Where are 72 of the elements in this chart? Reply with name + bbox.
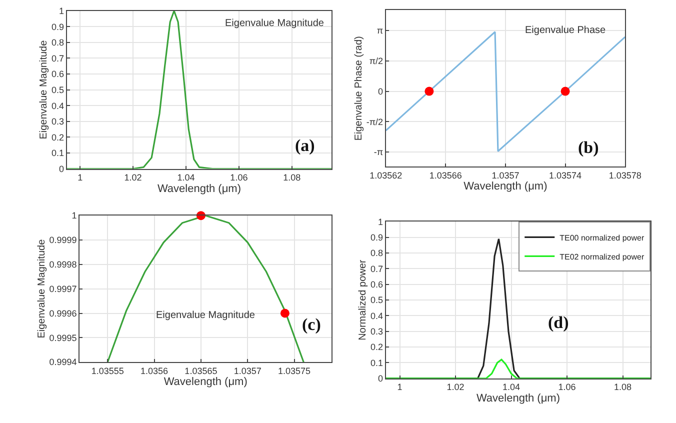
y-tick-label: -π/2	[366, 116, 384, 127]
legend-label: TE02 normalized power	[560, 252, 644, 262]
x-tick-label: 1.03575	[278, 366, 311, 376]
y-tick-label: 1	[59, 6, 64, 16]
y-tick-label: 0.3	[370, 326, 384, 337]
y-tick-label: 0.8	[52, 38, 64, 48]
x-axis-title: Wavelength (μm)	[464, 180, 548, 193]
text: Eigenvalue Phase	[525, 25, 606, 36]
x-axis-title: Wavelength (μm)	[476, 392, 560, 404]
legend-label: TE00 normalized power	[560, 233, 644, 242]
x-tick-label: 1.03565	[184, 366, 218, 376]
x-tick-label: 1.0357	[234, 366, 262, 376]
y-tick-label: 0.9	[370, 232, 384, 242]
x-tick-label: 1.04	[177, 172, 195, 183]
text: Eigenvalue Magnitude	[225, 18, 324, 29]
y-tick-label: 0.8	[370, 248, 384, 258]
x-tick-label: 1.02	[446, 382, 464, 392]
x-tick-label: 1.06	[558, 382, 576, 392]
x-tick-label: 1.04	[502, 382, 520, 392]
x-tick-label: 1.03578	[608, 170, 642, 181]
y-tick-label: 0.4	[370, 310, 384, 321]
y-tick-label: 0.1	[370, 358, 384, 368]
y-axis-title: Eigenvalue Magnitude	[36, 238, 48, 338]
y-tick-label: 1	[378, 216, 384, 227]
y-axis-title: Eigenvalue Magnitude	[38, 40, 50, 140]
x-tick-label: 1.02	[124, 172, 142, 183]
y-tick-label: 0.7	[370, 264, 384, 274]
y-tick-label: 0	[378, 374, 384, 384]
x-tick-label: 1.03574	[549, 170, 582, 181]
line-series	[386, 358, 651, 378]
x-axis-title: Wavelength (μm)	[157, 182, 242, 195]
y-tick-label: π/2	[369, 56, 384, 66]
y-tick-label: 0.9996	[49, 308, 77, 318]
y-tick-label: 0	[59, 164, 64, 174]
y-tick-label: 0.6	[52, 69, 64, 80]
x-tick-label: 1.0356	[140, 366, 168, 376]
y-tick-label: 0.9997	[49, 284, 77, 294]
y-tick-label: 0.3	[52, 116, 64, 127]
y-tick-label: π	[376, 26, 384, 36]
x-tick-label: 1.03562	[370, 170, 402, 181]
x-tick-label: 1.06	[230, 172, 248, 183]
x-tick-label: 1.03555	[91, 366, 124, 376]
y-tick-label: 0.2	[52, 132, 64, 142]
y-tick-label: 0.6	[370, 280, 384, 290]
x-axis-title: Wavelength (μm)	[164, 376, 248, 388]
y-tick-label: 0.9994	[49, 357, 77, 368]
y-tick-label: -π	[374, 147, 384, 158]
y-tick-label: 0.9998	[49, 260, 77, 270]
y-axis-title: Normalized power	[358, 259, 369, 340]
text: Eigenvalue Magnitude	[156, 310, 256, 321]
y-tick-label: 0.5	[370, 295, 384, 306]
annotation: (c)	[302, 315, 321, 334]
y-tick-label: 0.9999	[49, 235, 77, 246]
x-tick-label: 1	[397, 382, 402, 392]
y-tick-label: 0.4	[52, 100, 64, 111]
x-tick-label: 1.08	[614, 382, 632, 392]
y-tick-label: 0.2	[370, 342, 384, 352]
y-tick-label: 0.9995	[49, 332, 77, 343]
annotation: (a)	[295, 136, 315, 155]
annotation: (d)	[548, 313, 569, 332]
y-tick-label: 0.1	[52, 148, 64, 158]
y-tick-label: 0	[378, 86, 384, 96]
x-tick-label: 1.08	[283, 172, 301, 183]
y-tick-label: 0.9	[52, 22, 64, 32]
y-axis-title: Eigenvalue Phase (rad)	[353, 36, 364, 141]
y-tick-label: 0.7	[52, 53, 64, 64]
y-tick-label: 1	[72, 210, 77, 221]
x-tick-label: 1.03566	[429, 170, 462, 181]
x-tick-label: 1.0357	[492, 170, 520, 181]
line-series	[66, 10, 332, 169]
annotation: (b)	[578, 138, 599, 157]
y-tick-label: 0.5	[52, 84, 64, 95]
